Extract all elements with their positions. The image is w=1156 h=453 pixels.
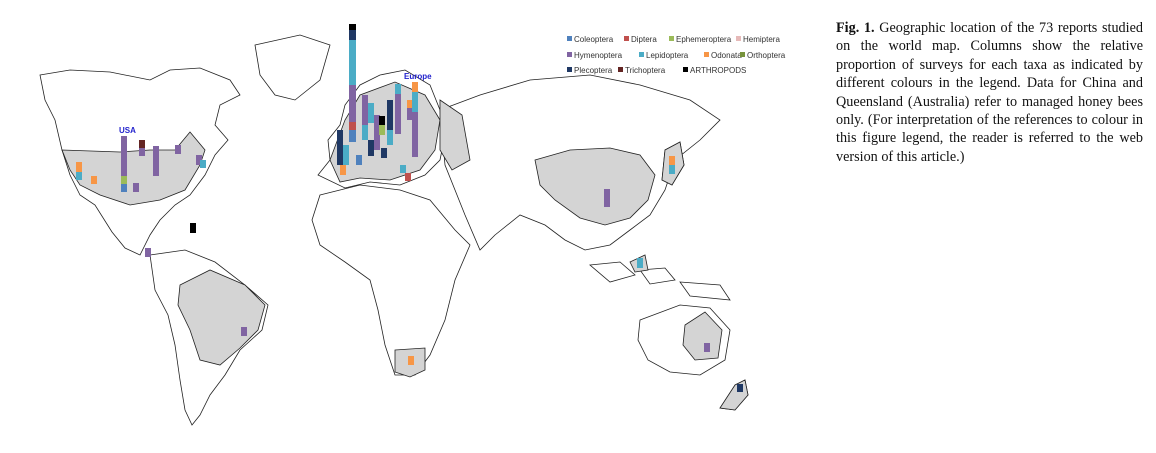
column-segment — [76, 172, 82, 180]
column-segment — [387, 130, 393, 145]
legend-swatch-odonata — [704, 52, 709, 57]
column-segment — [349, 122, 356, 130]
legend-label-plecoptera: Plecoptera — [574, 66, 613, 75]
legend-label-diptera: Diptera — [631, 35, 657, 44]
column-segment — [412, 92, 418, 112]
column-segment — [704, 343, 710, 352]
survey-columns — [76, 24, 743, 392]
column-segment — [76, 162, 82, 172]
column-segment — [145, 248, 151, 257]
column-segment — [356, 155, 362, 165]
legend-swatch-plecoptera — [567, 67, 572, 72]
legend-swatch-orthoptera — [740, 52, 745, 57]
studied-region-russia — [439, 99, 471, 171]
caption-text: Geographic location of the 73 reports st… — [836, 20, 1143, 165]
column-segment — [121, 176, 127, 184]
legend-swatch-hymenoptera — [567, 52, 572, 57]
column-segment — [381, 148, 387, 158]
column-segment — [669, 165, 675, 174]
column-segment — [408, 356, 414, 365]
column-segment — [121, 184, 127, 192]
column-segment — [175, 145, 181, 154]
map-legend: Coleoptera Diptera Ephemeroptera Hemiptera H… — [567, 35, 786, 75]
column-segment — [412, 112, 418, 157]
column-segment — [637, 258, 643, 268]
column-segment — [349, 24, 356, 30]
column-segment — [379, 125, 385, 135]
legend-swatch-coleoptera — [567, 36, 572, 41]
column-segment — [133, 183, 139, 192]
studied-region-new-zealand — [719, 379, 749, 411]
column-segment — [374, 115, 380, 150]
figure-caption: Fig. 1. Geographic location of the 73 re… — [836, 19, 1143, 166]
legend-label-ephemeroptera: Ephemeroptera — [676, 35, 732, 44]
legend-swatch-diptera — [624, 36, 629, 41]
legend-label-coleoptera: Coleoptera — [574, 35, 614, 44]
greenland-landmass — [254, 34, 331, 101]
caption-label: Fig. 1. — [836, 20, 875, 36]
column-segment — [337, 130, 343, 165]
column-segment — [190, 223, 196, 233]
column-segment — [604, 189, 610, 207]
column-segment — [340, 165, 346, 175]
legend-label-lepidoptera: Lepidoptera — [646, 51, 689, 60]
column-segment — [395, 94, 401, 134]
legend-label-orthoptera: Orthoptera — [747, 51, 786, 60]
legend-label-odonata: Odonata — [711, 51, 742, 60]
indonesia-islands — [589, 261, 731, 301]
world-map: USA Europe — [39, 24, 786, 426]
column-segment — [737, 384, 743, 392]
column-segment — [395, 84, 401, 94]
column-segment — [412, 82, 418, 92]
column-segment — [368, 140, 374, 156]
column-segment — [349, 30, 356, 40]
column-segment — [387, 100, 393, 130]
legend-swatch-trichoptera — [618, 67, 623, 72]
legend-swatch-hemiptera — [736, 36, 741, 41]
column-segment — [139, 148, 145, 156]
legend-label-trichoptera: Trichoptera — [625, 66, 666, 75]
africa-landmass — [311, 184, 471, 376]
legend-label-hymenoptera: Hymenoptera — [574, 51, 623, 60]
column-segment — [153, 146, 159, 176]
column-segment — [349, 40, 356, 85]
column-segment — [91, 176, 97, 184]
legend-swatch-lepidoptera — [639, 52, 644, 57]
legend-swatch-ephemeroptera — [669, 36, 674, 41]
legend-label-arthropods: ARTHROPODS — [690, 66, 746, 75]
usa-label: USA — [119, 126, 136, 135]
column-segment — [362, 125, 368, 140]
column-segment — [349, 130, 356, 142]
world-map-figure: USA Europe — [39, 24, 786, 426]
europe-label: Europe — [404, 72, 432, 81]
column-segment — [407, 100, 413, 108]
legend-label-hemiptera: Hemiptera — [743, 35, 780, 44]
column-segment — [196, 155, 202, 165]
column-segment — [241, 327, 247, 336]
column-segment — [349, 85, 356, 122]
legend-swatch-arthropods — [683, 67, 688, 72]
column-segment — [121, 136, 127, 176]
column-segment — [139, 140, 145, 148]
column-segment — [368, 103, 374, 123]
column-segment — [343, 145, 349, 165]
column-segment — [405, 173, 411, 181]
column-segment — [362, 95, 368, 125]
column-segment — [400, 165, 406, 173]
studied-region-queensland — [682, 311, 723, 361]
studied-region-china — [534, 147, 656, 226]
column-segment — [669, 156, 675, 165]
column-segment — [379, 116, 385, 125]
column-segment — [407, 108, 413, 120]
studied-region-brazil — [177, 269, 266, 366]
column-segment — [200, 160, 206, 168]
